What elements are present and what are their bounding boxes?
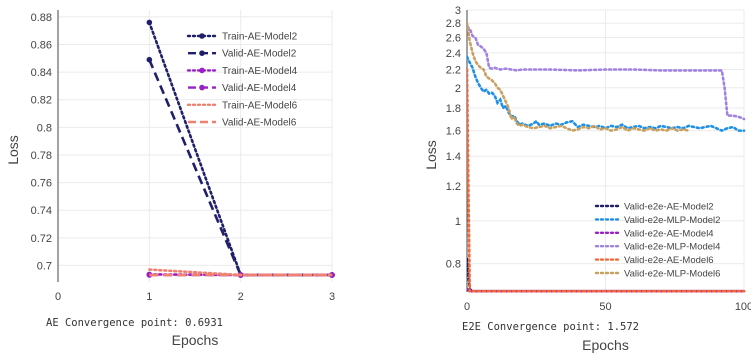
series-line bbox=[467, 68, 746, 293]
y-tick-label: 0.74 bbox=[31, 205, 52, 217]
legend-marker bbox=[199, 33, 205, 39]
legend-marker bbox=[199, 67, 205, 74]
data-point bbox=[146, 56, 153, 63]
y-tick-label: 1.6 bbox=[446, 126, 461, 138]
y-tick-label: 2.8 bbox=[446, 18, 461, 30]
legend-item: Train-AE-Model6 bbox=[186, 100, 298, 111]
series-line bbox=[467, 55, 746, 133]
y-tick-label: 1.4 bbox=[446, 151, 461, 163]
y-tick-label: 1 bbox=[455, 216, 461, 228]
legend-label: Valid-e2e-AE-Model6 bbox=[624, 255, 714, 266]
series-line bbox=[467, 21, 690, 133]
legend-label: Valid-AE-Model2 bbox=[222, 49, 297, 60]
y-tick-label: 2.2 bbox=[446, 65, 461, 77]
legend-label: Valid-e2e-AE-Model4 bbox=[624, 228, 714, 239]
legend-label: Valid-e2e-MLP-Model6 bbox=[624, 269, 720, 280]
legend-label: Valid-e2e-MLP-Model4 bbox=[624, 242, 720, 253]
legend-item: Valid-e2e-AE-Model4 bbox=[594, 228, 714, 239]
legend-item: Train-AE-Model4 bbox=[186, 66, 298, 77]
x-axis-title: Epochs bbox=[582, 337, 629, 353]
y-tick-label: 2 bbox=[455, 83, 461, 95]
y-axis-title: Loss bbox=[5, 135, 21, 165]
x-tick-label: 100 bbox=[735, 301, 751, 313]
legend-label: Train-AE-Model6 bbox=[222, 100, 298, 111]
legend-label: Train-AE-Model2 bbox=[222, 32, 298, 43]
series-line bbox=[467, 25, 746, 121]
legend-label: Valid-e2e-MLP-Model2 bbox=[624, 215, 720, 226]
series-Valid-e2e-AE-Model6 bbox=[467, 68, 746, 293]
legend: Valid-e2e-AE-Model2 Valid-e2e-MLP-Model2 V… bbox=[594, 202, 720, 280]
y-axis-title: Loss bbox=[423, 140, 439, 170]
convergence-annotation: E2E Convergence point: 1.572 bbox=[462, 321, 639, 333]
legend-label: Valid-AE-Model6 bbox=[222, 118, 297, 129]
x-tick-label: 2 bbox=[238, 291, 244, 303]
legend-item: Valid-e2e-MLP-Model2 bbox=[594, 215, 720, 226]
data-point bbox=[146, 19, 153, 26]
legend-item: Valid-e2e-MLP-Model4 bbox=[594, 242, 720, 253]
x-tick-label: 0 bbox=[55, 291, 61, 303]
legend-item: Train-AE-Model2 bbox=[186, 32, 298, 43]
legend: Train-AE-Model2 Valid-AE-Model2 Train-AE-M… bbox=[186, 32, 298, 129]
series-Valid-e2e-MLP-Model2 bbox=[467, 55, 746, 133]
legend-item: Valid-AE-Model4 bbox=[188, 83, 297, 94]
x-tick-label: 0 bbox=[464, 301, 470, 313]
y-tick-label: 0.7 bbox=[37, 260, 52, 272]
y-tick-label: 0.82 bbox=[31, 95, 52, 107]
y-tick-label: 0.88 bbox=[31, 12, 52, 24]
legend-item: Valid-e2e-MLP-Model6 bbox=[594, 269, 720, 280]
legend-label: Train-AE-Model4 bbox=[222, 66, 298, 77]
y-tick-label: 0.78 bbox=[31, 150, 52, 162]
y-tick-label: 2.4 bbox=[446, 48, 461, 60]
x-tick-label: 1 bbox=[146, 291, 152, 303]
y-tick-label: 3 bbox=[455, 5, 461, 17]
series-Valid-e2e-MLP-Model4 bbox=[467, 25, 746, 121]
y-tick-label: 0.86 bbox=[31, 40, 52, 52]
series-Valid-e2e-MLP-Model6 bbox=[467, 21, 690, 133]
convergence-annotation: AE Convergence point: 0.6931 bbox=[46, 317, 223, 329]
x-axis-title: Epochs bbox=[172, 332, 219, 348]
legend-item: Valid-e2e-AE-Model6 bbox=[594, 255, 714, 266]
y-tick-label: 2.6 bbox=[446, 32, 461, 44]
legend-marker bbox=[199, 84, 205, 91]
legend-item: Valid-AE-Model6 bbox=[188, 118, 297, 129]
legend-item: Valid-e2e-AE-Model2 bbox=[594, 202, 714, 213]
y-tick-label: 0.8 bbox=[37, 122, 52, 134]
x-tick-label: 50 bbox=[599, 301, 611, 313]
legend-label: Valid-AE-Model4 bbox=[222, 83, 297, 94]
chart-panel-1: 0.7 0.72 0.74 0.76 0.78 0.8 0.82 0.84 0.86 0.88 0 1… bbox=[5, 10, 335, 348]
y-tick-label: 1.8 bbox=[446, 103, 461, 115]
legend-label: Valid-e2e-AE-Model2 bbox=[624, 202, 714, 213]
legend-item: Valid-AE-Model2 bbox=[188, 49, 297, 60]
chart-panel-2: 0.8 1 1.2 1.4 1.6 1.8 2 2.2 2.4 2.6 2.83 0 50 100 Loss… bbox=[423, 5, 751, 353]
y-tick-label: 0.8 bbox=[446, 259, 461, 271]
y-tick-label: 0.76 bbox=[31, 178, 52, 190]
x-tick-label: 3 bbox=[329, 291, 335, 303]
y-tick-label: 0.72 bbox=[31, 233, 52, 245]
y-tick-label: 1.2 bbox=[446, 181, 461, 193]
y-tick-label: 0.84 bbox=[31, 67, 52, 79]
legend-marker bbox=[199, 50, 205, 56]
